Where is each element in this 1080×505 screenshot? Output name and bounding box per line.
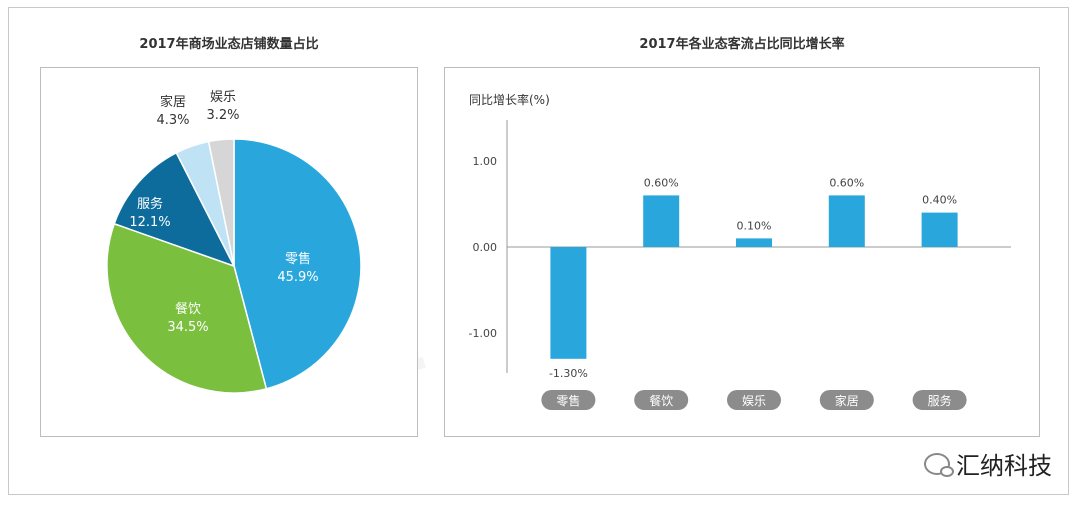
pie-value-label-2: 12.1% bbox=[129, 215, 170, 230]
bar-value-label-1: 0.60% bbox=[644, 176, 679, 189]
pie-label-2: 服务 bbox=[137, 196, 163, 212]
pie-label-3: 家居 bbox=[160, 94, 186, 110]
bar-value-label-3: 0.60% bbox=[829, 176, 864, 189]
bar-0 bbox=[550, 247, 587, 359]
pie-label-0: 零售 bbox=[285, 251, 311, 267]
pie-chart-panel: 零售 45.9% 餐饮 34.5% 服务 12.1% 家居 4.3% 娱乐 3.2% bbox=[40, 67, 418, 437]
category-label-0: 零售 bbox=[556, 393, 580, 408]
bar-1 bbox=[643, 195, 680, 247]
y-tick-label: 1.00 bbox=[473, 155, 498, 168]
category-badge-1 bbox=[634, 390, 689, 410]
category-badge-0 bbox=[541, 390, 596, 410]
pie-value-label-0: 45.9% bbox=[277, 270, 318, 285]
pie-slice-2 bbox=[113, 151, 236, 268]
pie-value-label-3: 4.3% bbox=[156, 113, 189, 128]
bar-2 bbox=[736, 238, 772, 247]
brand-mark: 汇纳科技 bbox=[924, 446, 1052, 481]
wechat-icon bbox=[924, 452, 954, 477]
brand-name: 汇纳科技 bbox=[956, 452, 1052, 480]
category-label-4: 服务 bbox=[928, 393, 952, 408]
category-badge-4 bbox=[912, 390, 967, 410]
category-label-3: 家居 bbox=[835, 393, 859, 408]
pie-label-1: 餐饮 bbox=[175, 301, 201, 317]
bar-chart: 同比增长率(%) 1.00 0.00 -1.00 -1.30% 零售 0.60% 餐饮 0.10… bbox=[469, 92, 1011, 410]
category-label-2: 娱乐 bbox=[742, 394, 766, 408]
bar-value-label-4: 0.40% bbox=[922, 194, 957, 207]
category-badge-3 bbox=[819, 390, 874, 410]
bar-value-label-2: 0.10% bbox=[737, 219, 772, 232]
y-tick-label: -1.00 bbox=[469, 327, 497, 340]
bar-value-label-0: -1.30% bbox=[549, 367, 588, 380]
bar-chart-title: 2017年各业态客流占比同比增长率 bbox=[639, 37, 845, 52]
y-axis-title: 同比增长率(%) bbox=[469, 92, 550, 107]
y-tick-label: 0.00 bbox=[473, 241, 498, 254]
category-badge-2 bbox=[727, 390, 781, 410]
pie-label-4: 娱乐 bbox=[210, 90, 236, 105]
pie-slice-0 bbox=[233, 138, 362, 390]
report-frame bbox=[8, 7, 1069, 495]
bar-4 bbox=[921, 212, 958, 247]
pie-slice-1 bbox=[106, 222, 268, 394]
pie-slice-4 bbox=[207, 138, 235, 267]
bar-chart-panel: 同比增长率(%) 1.00 0.00 -1.00 -1.30% 零售 0.60% 餐饮 0.10… bbox=[444, 67, 1040, 437]
pie-chart: 零售 45.9% 餐饮 34.5% 服务 12.1% 家居 4.3% 娱乐 3.2% bbox=[106, 90, 362, 394]
category-label-1: 餐饮 bbox=[649, 393, 673, 408]
pie-chart-title: 2017年商场业态店铺数量占比 bbox=[139, 37, 319, 52]
pie-value-label-1: 34.5% bbox=[167, 320, 208, 335]
pie-value-label-4: 3.2% bbox=[206, 108, 239, 123]
bar-3 bbox=[828, 195, 865, 247]
